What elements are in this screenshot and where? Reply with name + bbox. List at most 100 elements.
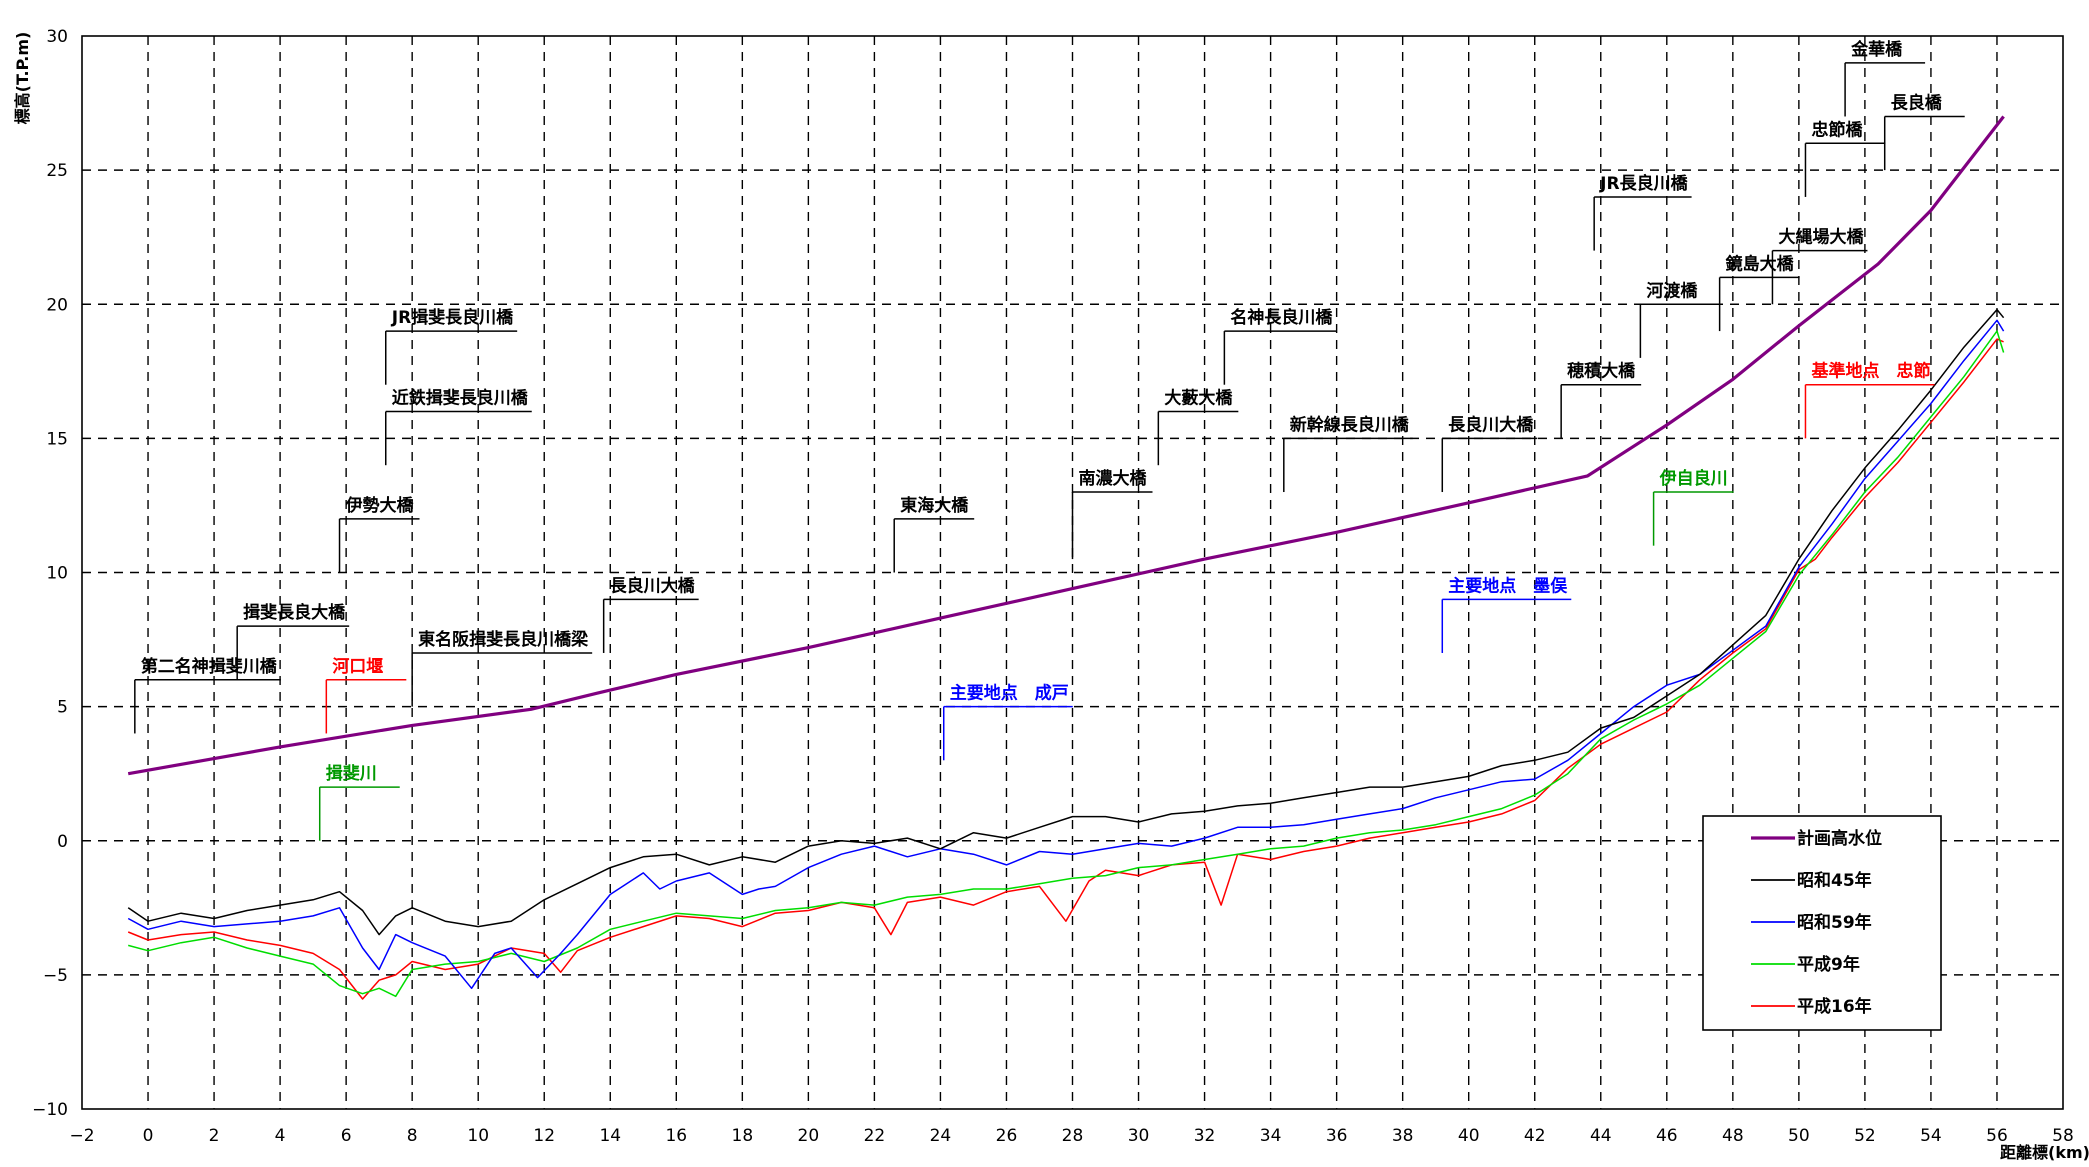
annotation: 南濃大橋 [1071,468,1153,560]
x-tick-label: 30 [1128,1126,1150,1146]
x-tick-label: 6 [341,1126,352,1146]
x-tick-label: 46 [1656,1126,1678,1146]
x-tick-labels: −2 0 2 4 6 8 10 12 14 16 18 20 22 24 26 28 30 32 34 36 38 40 4… [69,1126,2073,1146]
legend-label: 計画高水位 [1797,828,1882,849]
annotation: 主要地点 墨俣 [1441,575,1572,653]
annotation: 忠節橋 [1804,119,1886,197]
annotation: 名神長良川橋 [1223,307,1337,385]
y-tick-label: 10 [46,564,68,584]
annotation: 東海大橋 [893,495,975,573]
annotation-label: 主要地点 成戸 [950,683,1069,704]
annotation: 東名阪揖斐長良川橋梁 [411,629,593,707]
series-line-5 [127,338,2004,1000]
annotation-label: 大縄場大橋 [1778,227,1864,248]
y-tick-label: −5 [43,966,68,986]
legend-label: 昭和59年 [1797,912,1872,933]
annotation-label: 揖斐長良大橋 [243,602,346,623]
y-axis-title: 標高(T.P.m) [13,32,32,125]
x-tick-label: 38 [1392,1126,1414,1146]
legend-box [1702,815,1942,1031]
x-tick-label: 42 [1524,1126,1546,1146]
annotation-label: 長良川大橋 [610,575,696,596]
annotation: 基準地点 忠節 [1804,361,1935,439]
annotation: 鏡島大橋 [1718,253,1800,332]
x-tick-label: 18 [732,1126,754,1146]
x-tick-label: 40 [1458,1126,1480,1146]
annotation-label: 鏡島大橋 [1726,253,1795,274]
annotation-label: 河渡橋 [1646,280,1698,301]
plot-frame [81,35,2064,1110]
x-tick-label: 36 [1326,1126,1348,1146]
x-axis-title: 距離標(km) [2000,1143,2089,1162]
x-tick-label: 12 [533,1126,555,1146]
y-tick-label: 25 [46,161,68,181]
annotation-label: 東名阪揖斐長良川橋梁 [418,629,589,650]
annotation-label: 近鉄揖斐長良川橋 [392,388,529,409]
y-tick-label: 5 [57,698,68,718]
annotation: 穂積大橋 [1560,361,1642,439]
annotation: 長良川大橋 [1441,414,1538,493]
annotation: 金華橋 [1844,39,1926,117]
annotation: 長良橋 [1883,92,1965,171]
x-tick-label: 28 [1062,1126,1084,1146]
series-line-2 [127,308,2005,936]
annotation: 揖斐川 [318,763,400,841]
annotation-label: JR揖斐長良川橋 [391,307,514,328]
x-tick-label: 10 [467,1126,489,1146]
x-tick-label: 16 [665,1126,687,1146]
annotation: 河口堰 [325,657,407,734]
y-tick-label: 30 [46,27,68,47]
annotation: 第二名神揖斐川橋 [134,656,281,734]
series-line-4 [128,330,2005,998]
y-tick-label: 20 [46,295,68,315]
annotation: 長良川大橋 [602,575,699,653]
annotation-label: 伊勢大橋 [345,495,415,516]
x-tick-label: 54 [1920,1126,1942,1146]
x-tick-label: 22 [864,1126,886,1146]
x-tick-label: 24 [930,1126,952,1146]
legend-label: 平成16年 [1797,996,1872,1017]
annotation-label: 名神長良川橋 [1230,307,1333,328]
annotation-label: 基準地点 忠節 [1810,361,1930,382]
y-tick-labels: −10 −5 0 5 10 15 20 25 30 [32,27,68,1120]
annotation-label: 主要地点 墨俣 [1448,575,1568,596]
annotation: 伊自良川 [1652,468,1734,546]
annotation: 伊勢大橋 [338,495,420,573]
annotation: 大藪大橋 [1157,388,1239,466]
x-tick-label: 20 [798,1126,820,1146]
x-tick-label: 4 [275,1126,286,1146]
annotation: 近鉄揖斐長良川橋 [385,388,532,466]
annotation-label: 新幹線長良川橋 [1290,414,1410,435]
x-tick-label: 48 [1722,1126,1744,1146]
y-tick-label: 15 [46,429,68,449]
x-tick-label: 2 [209,1126,220,1146]
series-line-1 [127,115,2005,776]
x-tick-label: 26 [996,1126,1018,1146]
x-tick-label: 50 [1788,1126,1810,1146]
annotation-label: 揖斐川 [326,763,377,784]
annotation: JR長良川橋 [1593,173,1692,251]
annotation-label: JR長良川橋 [1599,173,1688,194]
x-tick-label: 8 [407,1126,418,1146]
series-line-3 [127,319,2005,990]
annotation-label: 長良川大橋 [1448,414,1534,435]
legend-label: 平成9年 [1797,954,1860,975]
annotation-label: 南濃大橋 [1079,468,1148,489]
annotation-label: 忠節橋 [1811,119,1863,140]
y-tick-label: 0 [57,832,68,852]
annotation-label: 長良橋 [1891,92,1943,113]
annotation-label: 金華橋 [1850,39,1903,60]
x-tick-label: 14 [599,1126,621,1146]
x-tick-label: −2 [69,1126,94,1146]
y-tick-label: −10 [32,1100,68,1120]
series-lines [127,115,2005,1000]
x-tick-label: 58 [2052,1126,2074,1146]
legend-label: 昭和45年 [1797,870,1872,891]
x-tick-label: 0 [143,1126,154,1146]
annotation-label: 大藪大橋 [1164,388,1233,409]
annotation: 大縄場大橋 [1771,227,1868,305]
x-tick-label: 34 [1260,1126,1282,1146]
x-tick-label: 44 [1590,1126,1612,1146]
